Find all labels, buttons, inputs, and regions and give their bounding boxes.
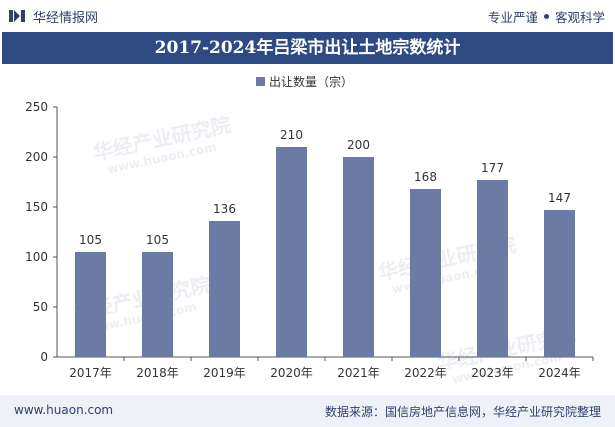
legend-swatch [256, 77, 265, 86]
bar [544, 210, 575, 357]
tagline: 专业严谨 客观科学 [488, 6, 605, 26]
y-tick-label: 150 [25, 200, 48, 214]
bar-chart: 华经产业研究院www.huaon.com华经产业研究院www.huaon.com… [25, 74, 594, 387]
top-bar: 华经情报网 专业严谨 客观科学 [0, 0, 615, 30]
x-tick-label: 2017年 [69, 366, 112, 380]
footer-source: 数据来源：国信房地产信息网，华经产业研究院整理 [324, 405, 601, 419]
x-tick-label: 2020年 [270, 366, 313, 380]
y-tick-label: 250 [25, 100, 48, 114]
bar [142, 252, 173, 357]
tagline-right: 客观科学 [554, 9, 605, 25]
y-tick-label: 100 [25, 250, 48, 264]
bar [477, 180, 508, 357]
data-label: 168 [414, 170, 437, 184]
x-tick-label: 2019年 [203, 366, 246, 380]
footer: www.huaon.com 数据来源：国信房地产信息网，华经产业研究院整理 [0, 395, 615, 427]
tagline-left: 专业严谨 [487, 9, 538, 25]
brand-name: 华经情报网 [33, 10, 99, 26]
y-tick-label: 50 [33, 300, 48, 314]
bar [75, 252, 106, 357]
data-label: 136 [213, 202, 236, 216]
data-label: 177 [481, 161, 504, 175]
x-tick-label: 2018年 [136, 366, 179, 380]
bar [276, 147, 307, 357]
brand[interactable]: 华经情报网 [8, 6, 98, 26]
data-label: 105 [146, 233, 169, 247]
x-tick-label: 2023年 [471, 366, 514, 380]
legend-label: 出让数量（宗） [269, 74, 353, 89]
tagline-dot-icon [543, 13, 549, 19]
bar [410, 189, 441, 357]
data-label: 210 [280, 128, 303, 142]
x-tick-label: 2024年 [538, 366, 581, 380]
data-label: 105 [79, 233, 102, 247]
bar [343, 157, 374, 357]
bar [209, 221, 240, 357]
x-tick-label: 2021年 [337, 366, 380, 380]
data-label: 147 [548, 191, 571, 205]
x-tick-label: 2022年 [404, 366, 447, 380]
footer-url[interactable]: www.huaon.com [14, 403, 114, 417]
data-label: 200 [347, 138, 370, 152]
chart-title: 2017-2024年吕梁市出让土地宗数统计 [2, 32, 613, 64]
brand-logo-icon [9, 10, 25, 22]
y-tick-label: 200 [25, 150, 48, 164]
y-tick-label: 0 [40, 350, 48, 364]
